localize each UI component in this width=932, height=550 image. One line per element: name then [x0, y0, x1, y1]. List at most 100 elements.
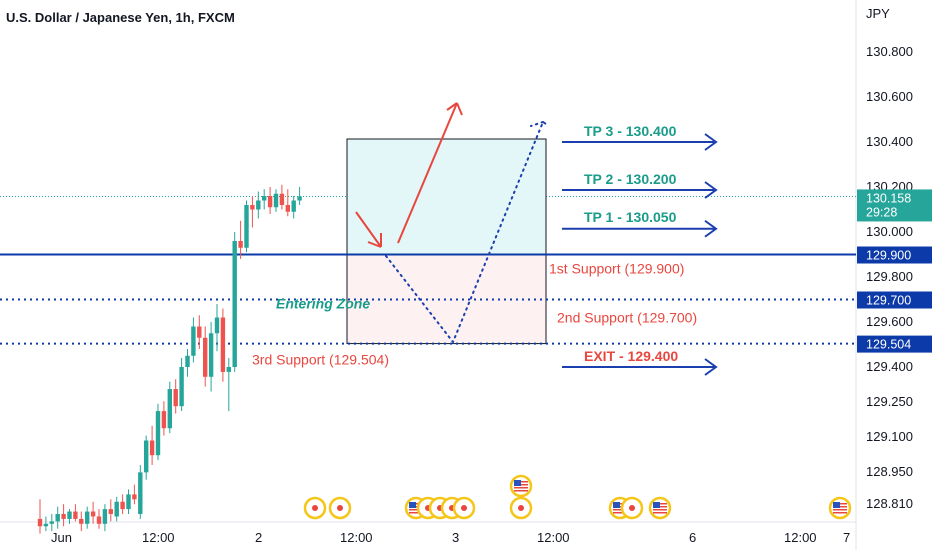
candle-body [179, 367, 184, 407]
candle-body [132, 494, 137, 500]
candle-body [250, 205, 255, 210]
candle-body [297, 196, 302, 201]
candle-body [203, 337, 208, 377]
us-flag-event-icon[interactable] [648, 496, 672, 520]
y-tick: 130.000 [866, 224, 913, 239]
candle-body [273, 193, 279, 208]
target-arrow [562, 133, 718, 151]
tp1-label: TP 1 - 130.050 [584, 209, 677, 225]
blue-projection-path [385, 120, 550, 344]
level-badge-129700 [857, 291, 932, 309]
x-tick: 12:00 [537, 530, 570, 545]
high-impact-event-icon[interactable] [452, 496, 476, 520]
level-badge-text: 129.900 [866, 249, 911, 263]
countdown-value: 29:28 [866, 205, 897, 219]
y-tick: 128.950 [866, 464, 913, 479]
y-tick: 129.100 [866, 429, 913, 444]
target-arrows [562, 133, 718, 376]
candle-body [85, 511, 90, 524]
candle-body [49, 521, 54, 524]
us-flag-event-icon[interactable] [509, 474, 533, 498]
candle-body [232, 241, 237, 367]
level-badge-text: 129.700 [866, 294, 911, 308]
candle-body [285, 205, 290, 212]
level-badge-text: 129.504 [866, 338, 911, 352]
y-tick: 130.600 [866, 89, 913, 104]
price-badges: 130.158 29:28 129.900 129.700 129.504 [857, 189, 932, 353]
candle-body [43, 523, 49, 527]
candle-body [67, 511, 72, 519]
candle-body [256, 200, 261, 210]
y-tick: 129.800 [866, 269, 913, 284]
x-tick: 12:00 [142, 530, 175, 545]
y-tick: 129.400 [866, 359, 913, 374]
y-tick: 130.400 [866, 134, 913, 149]
support2-label: 2nd Support (129.700) [557, 310, 697, 326]
red-arrow-target [397, 102, 463, 244]
candle-body [114, 501, 119, 517]
y-tick: 128.810 [866, 496, 913, 511]
candle-body [197, 326, 202, 338]
candle-body [102, 509, 108, 524]
x-tick: 12:00 [784, 530, 817, 545]
candle-body [267, 196, 273, 208]
position-outline [346, 138, 547, 345]
candle-body [126, 494, 131, 510]
candle-body [220, 317, 226, 372]
candle-body [291, 200, 296, 212]
tp2-label: TP 2 - 130.200 [584, 171, 677, 187]
us-flag-event-icon[interactable] [828, 496, 852, 520]
high-impact-event-icon[interactable] [328, 496, 352, 520]
candle-body [144, 440, 149, 473]
current-price-badge [857, 189, 932, 222]
target-arrow [562, 358, 718, 376]
candle-body [108, 509, 113, 514]
target-arrow [562, 219, 718, 238]
entering-zone-label: Entering Zone [276, 296, 370, 312]
candle-body [61, 514, 66, 519]
candle-body [244, 205, 249, 248]
level-badge-129504 [857, 335, 932, 353]
exit-label: EXIT - 129.400 [584, 348, 678, 364]
high-impact-event-icon[interactable] [620, 496, 644, 520]
candle-body [79, 518, 84, 524]
candle-body [37, 518, 43, 527]
y-tick: 129.600 [866, 314, 913, 329]
candle-body [149, 440, 155, 456]
stop-zone-box [347, 254, 546, 344]
current-price-value: 130.158 [866, 191, 911, 205]
candle-body [55, 514, 60, 522]
candle-body [173, 389, 178, 407]
candle-body [167, 389, 172, 429]
candle-body [226, 367, 231, 372]
x-tick: 7 [843, 530, 850, 545]
candle-body [90, 511, 96, 517]
candle-body [238, 241, 243, 248]
level-badge-129900 [857, 246, 932, 264]
currency-label: JPY [866, 6, 890, 21]
red-arrow-entry [355, 211, 382, 248]
candle-body [208, 333, 214, 377]
high-impact-event-icon[interactable] [509, 496, 533, 520]
high-impact-event-icon[interactable] [303, 496, 327, 520]
y-tick: 130.800 [866, 44, 913, 59]
y-tick: 129.250 [866, 394, 913, 409]
candle-body [155, 411, 161, 456]
x-tick: 12:00 [340, 530, 373, 545]
x-axis-ticks: Jun 12:00 2 12:00 3 12:00 6 12:00 7 [51, 530, 850, 545]
x-tick: 6 [689, 530, 696, 545]
economic-events[interactable] [303, 474, 852, 520]
candles-layer [37, 184, 302, 534]
x-tick: 3 [452, 530, 459, 545]
tp3-label: TP 3 - 130.400 [584, 123, 677, 139]
candle-body [185, 355, 190, 367]
candle-body [262, 196, 267, 201]
support1-label: 1st Support (129.900) [549, 261, 684, 277]
candle-body [214, 317, 220, 334]
candle-body [161, 411, 167, 429]
target-arrow [562, 181, 718, 199]
support3-label: 3rd Support (129.504) [252, 352, 389, 368]
chart-title: U.S. Dollar / Japanese Yen, 1h, FXCM [6, 10, 235, 25]
